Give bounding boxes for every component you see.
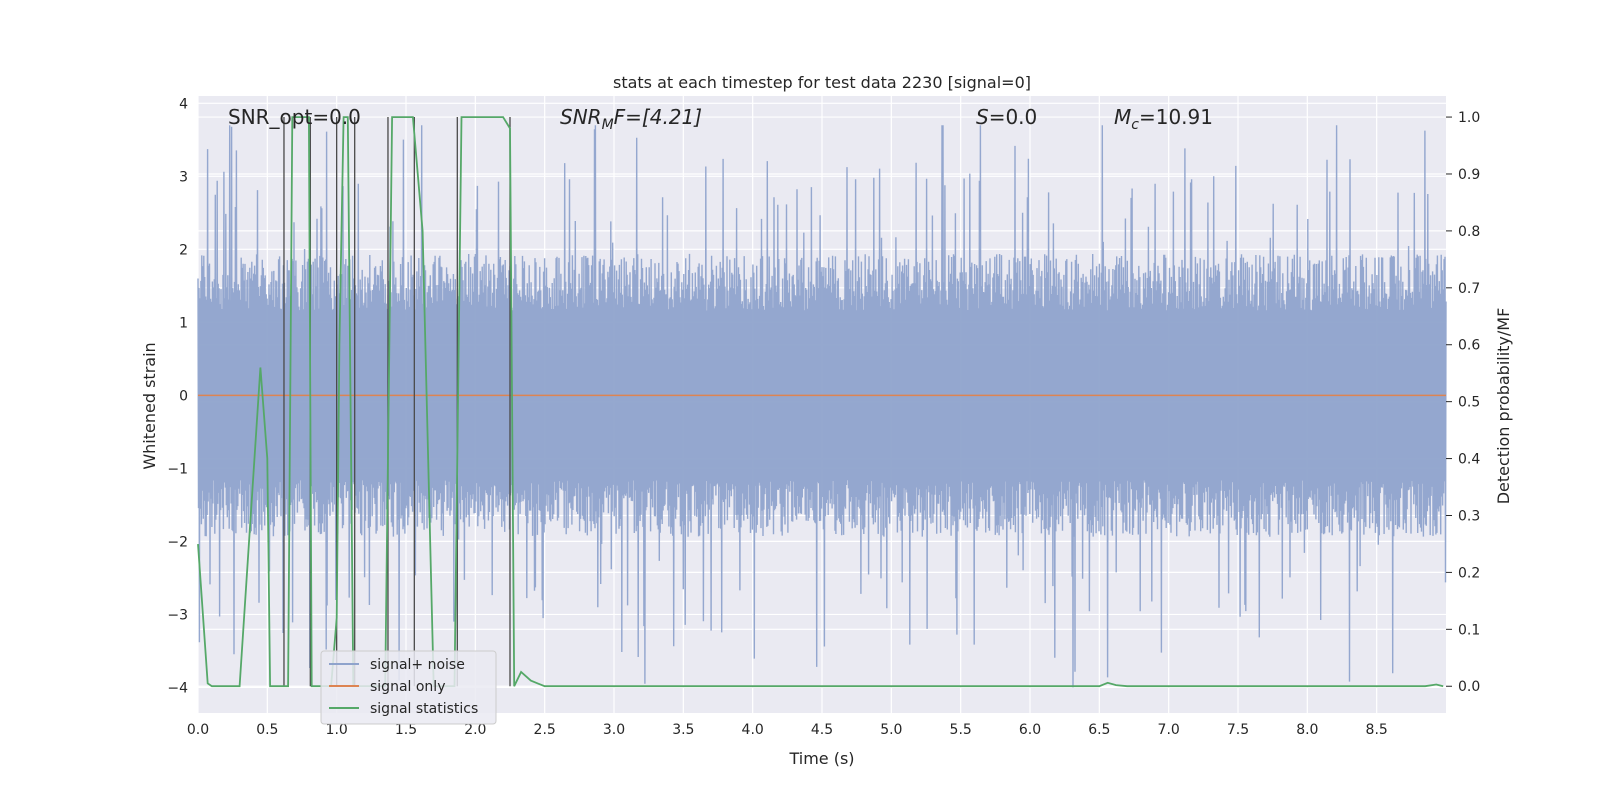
y-right-tick-label: 1.0 [1458, 110, 1480, 126]
y-left-tick-label: −4 [167, 680, 188, 696]
legend: signal+ noise signal only signal statist… [320, 650, 497, 725]
mc-subscript: c [1131, 117, 1139, 133]
snr-mf-base: SNR [560, 105, 602, 129]
x-tick-label: 0.5 [256, 722, 278, 738]
y-left-tick-label: 0 [179, 388, 188, 404]
signal-noise-line [197, 125, 1447, 688]
y-left-tick-label: 4 [179, 96, 188, 112]
y-right-tick-label: 0.9 [1458, 167, 1480, 183]
legend-label-signal-noise: signal+ noise [370, 657, 465, 673]
snr-mf-sub: M [602, 117, 614, 133]
x-tick-labels: 0.0 0.5 1.0 1.5 2.0 2.5 3.0 3.5 4.0 4.5 5.0 5.5 6.0 6… [187, 722, 1388, 738]
y-right-axis-label: Detection probability/MF [1494, 308, 1513, 505]
x-tick-label: 2.5 [534, 722, 556, 738]
y-right-tick-label: 0.2 [1458, 565, 1480, 581]
y-left-axis-label: Whitened strain [140, 342, 159, 469]
s-value: =0.0 [989, 105, 1038, 129]
y-left-tick-label: −1 [167, 461, 188, 477]
y-right-tick-label: 0.0 [1458, 679, 1480, 695]
y-right-tick-label: 0.4 [1458, 452, 1480, 468]
legend-label-signal-only: signal only [370, 679, 445, 695]
legend-box [320, 650, 497, 725]
x-tick-label: 4.5 [811, 722, 833, 738]
annotation-snr-opt: SNR_opt=0.0 [228, 105, 361, 129]
signal-statistics-line [197, 116, 1444, 688]
x-tick-label: 0.0 [187, 722, 209, 738]
annotation-s: S=0.0 [976, 105, 1037, 129]
annotation-mc: Mc=10.91 [1114, 105, 1213, 133]
x-tick-label: 3.0 [603, 722, 625, 738]
x-tick-label: 7.5 [1227, 722, 1249, 738]
y-left-tick-label: −2 [167, 534, 188, 550]
signal-noise-series [197, 125, 1447, 688]
legend-label-signal-stats: signal statistics [370, 701, 478, 717]
x-tick-label: 5.0 [880, 722, 902, 738]
x-tick-label: 8.0 [1296, 722, 1318, 738]
y-left-tick-label: 1 [179, 315, 188, 331]
y-right-tick-label: 0.3 [1458, 508, 1480, 524]
x-tick-label: 4.0 [742, 722, 764, 738]
x-tick-label: 1.5 [395, 722, 417, 738]
y-left-tick-labels: −4 −3 −2 −1 0 1 2 3 4 [167, 96, 188, 696]
y-right-tick-label: 0.8 [1458, 224, 1480, 240]
y-left-tick-label: −3 [167, 607, 188, 623]
snr-mf-rest: F=[4.21] [614, 105, 702, 129]
y-left-tick-label: 2 [179, 242, 188, 258]
x-tick-label: 1.0 [326, 722, 348, 738]
mc-symbol: M [1114, 105, 1131, 129]
annotation-snr-mf: SNRMF=[4.21] [560, 105, 702, 133]
s-symbol: S [976, 105, 989, 129]
y-right-tick-labels: 0.0 0.1 0.2 0.3 0.4 0.5 0.6 0.7 0.8 0.9 1.0 [1446, 110, 1480, 695]
y-right-tick-label: 0.7 [1458, 281, 1480, 297]
x-tick-label: 3.5 [672, 722, 694, 738]
x-axis-label: Time (s) [788, 749, 854, 768]
x-tick-label: 8.5 [1366, 722, 1388, 738]
y-left-tick-label: 3 [179, 169, 188, 185]
chart-title: stats at each timestep for test data 223… [613, 73, 1031, 92]
y-right-tick-label: 0.1 [1458, 622, 1480, 638]
x-tick-label: 6.5 [1088, 722, 1110, 738]
mc-value: =10.91 [1139, 105, 1213, 129]
x-tick-label: 5.5 [950, 722, 972, 738]
x-tick-label: 2.0 [464, 722, 486, 738]
x-tick-label: 6.0 [1019, 722, 1041, 738]
x-tick-label: 7.0 [1158, 722, 1180, 738]
y-right-tick-label: 0.5 [1458, 395, 1480, 411]
y-right-tick-label: 0.6 [1458, 338, 1480, 354]
